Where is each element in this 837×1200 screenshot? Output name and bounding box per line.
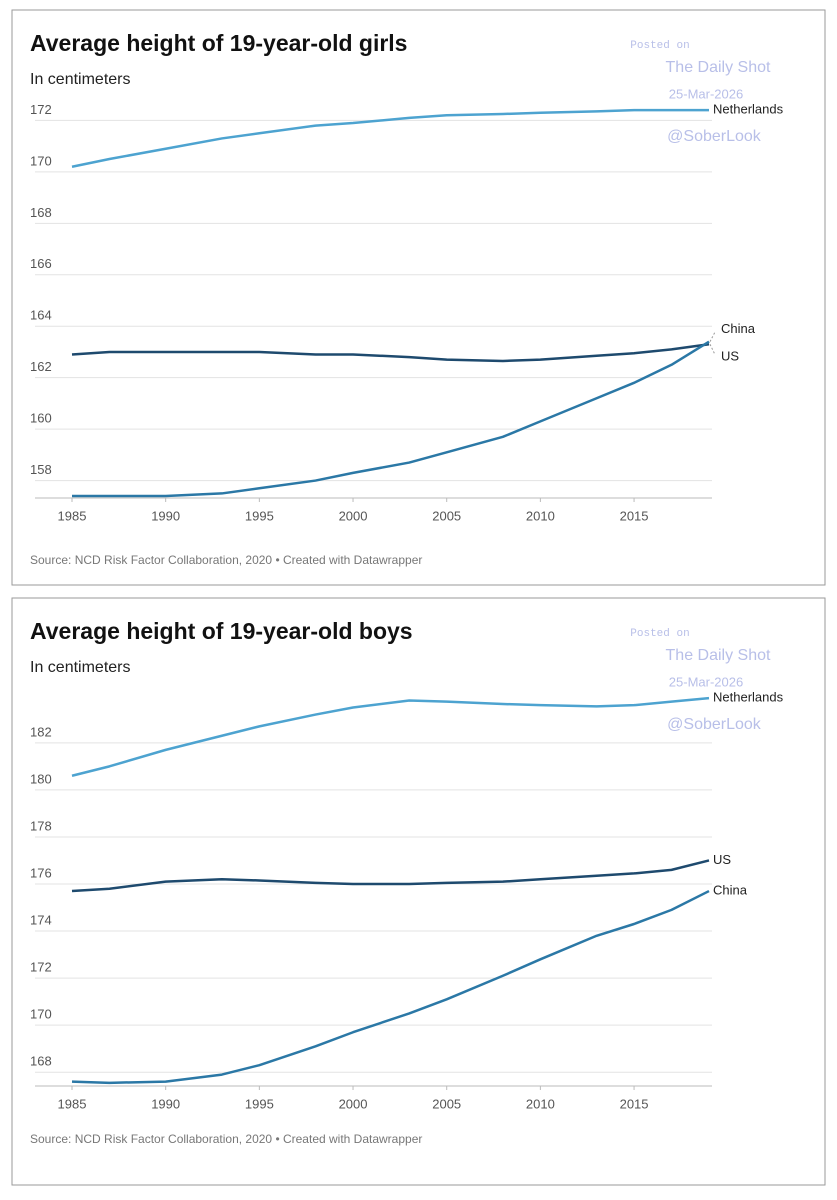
series-label: US — [713, 852, 731, 867]
y-tick-label: 160 — [30, 411, 52, 426]
x-tick-label: 2010 — [526, 1096, 555, 1111]
series-label: Netherlands — [713, 690, 784, 705]
series-label: China — [713, 882, 748, 897]
line-series — [71, 696, 710, 777]
x-tick-label: 2000 — [339, 1096, 368, 1111]
label-connector — [709, 344, 716, 355]
source-note: Source: NCD Risk Factor Collaboration, 2… — [30, 1132, 422, 1146]
y-tick-label: 166 — [30, 256, 52, 271]
y-tick-label: 170 — [30, 153, 52, 168]
y-tick-label: 182 — [30, 724, 52, 739]
x-tick-label: 1985 — [58, 508, 87, 523]
y-tick-label: 170 — [30, 1007, 52, 1022]
series-label: US — [721, 349, 739, 364]
watermark: The Daily Shot — [666, 59, 771, 76]
line-series — [71, 342, 710, 363]
y-tick-label: 158 — [30, 462, 52, 477]
x-tick-label: 1995 — [245, 508, 274, 523]
watermark: Posted on — [630, 40, 689, 52]
y-tick-label: 180 — [30, 771, 52, 786]
x-tick-label: 1995 — [245, 1096, 274, 1111]
panel — [11, 597, 826, 1186]
chart-subtitle: In centimeters — [30, 659, 130, 676]
y-tick-label: 174 — [30, 912, 52, 927]
y-tick-label: 168 — [30, 1054, 52, 1069]
x-tick-label: 2015 — [620, 1096, 649, 1111]
panel — [11, 9, 826, 586]
line-series — [72, 340, 710, 498]
watermark: Posted on — [630, 628, 689, 640]
watermark: The Daily Shot — [666, 647, 771, 664]
watermark: @SoberLook — [667, 716, 762, 733]
chart-title: Average height of 19-year-old girls — [30, 30, 407, 56]
watermark: 25-Mar-2026 — [669, 674, 743, 689]
chart-subtitle: In centimeters — [30, 71, 130, 88]
x-tick-label: 2005 — [432, 508, 461, 523]
y-tick-label: 162 — [30, 359, 52, 374]
series-label: China — [721, 321, 756, 336]
label-connector — [709, 331, 716, 342]
x-tick-label: 1985 — [58, 1096, 87, 1111]
chart-title: Average height of 19-year-old boys — [30, 618, 413, 644]
line-series — [71, 859, 710, 893]
x-tick-label: 1990 — [151, 1096, 180, 1111]
watermark: @SoberLook — [667, 128, 762, 145]
watermark: 25-Mar-2026 — [669, 86, 743, 101]
source-note: Source: NCD Risk Factor Collaboration, 2… — [30, 553, 422, 567]
x-tick-label: 2015 — [620, 508, 649, 523]
line-series — [71, 889, 710, 1085]
y-tick-label: 178 — [30, 818, 52, 833]
y-tick-label: 164 — [30, 308, 52, 323]
x-tick-label: 2005 — [432, 1096, 461, 1111]
y-tick-label: 172 — [30, 102, 52, 117]
line-series — [71, 108, 709, 168]
series-label: Netherlands — [713, 102, 784, 117]
x-tick-label: 2010 — [526, 508, 555, 523]
x-tick-label: 2000 — [339, 508, 368, 523]
y-tick-label: 176 — [30, 865, 52, 880]
y-tick-label: 168 — [30, 205, 52, 220]
x-tick-label: 1990 — [151, 508, 180, 523]
y-tick-label: 172 — [30, 960, 52, 975]
